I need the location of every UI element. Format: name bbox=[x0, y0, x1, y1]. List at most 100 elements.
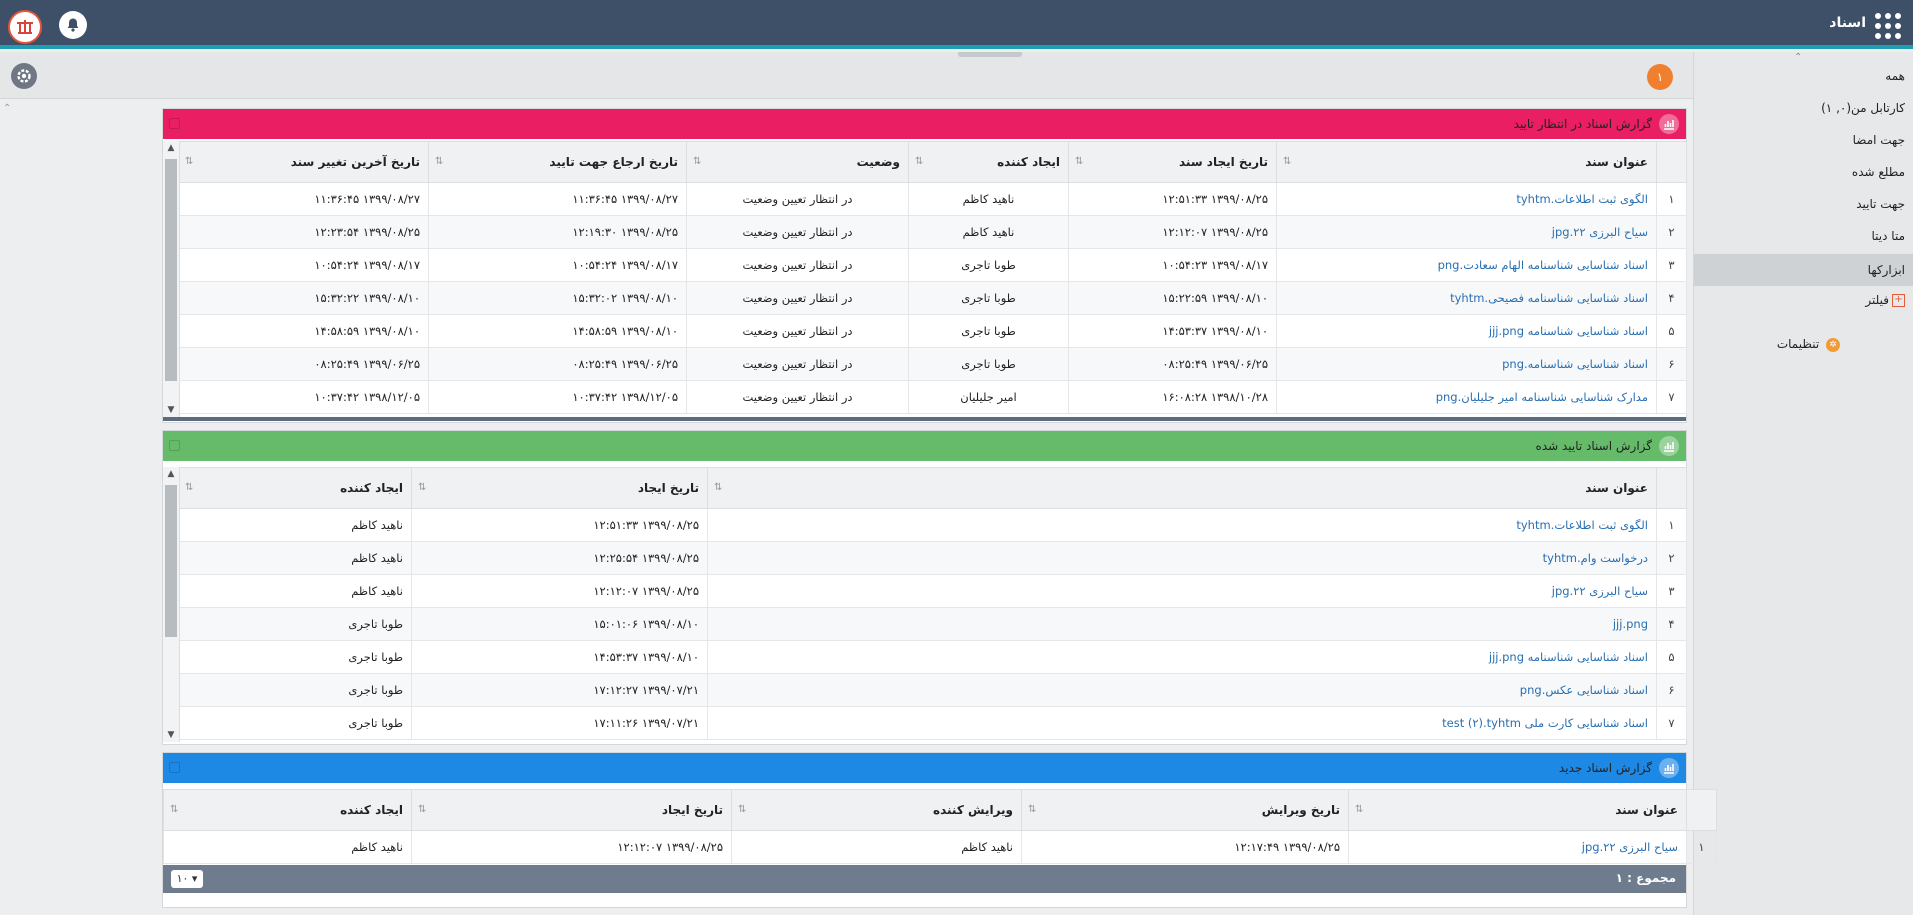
notifications-button[interactable] bbox=[59, 11, 87, 39]
sidebar-settings[interactable]: تنظیمات ✲ bbox=[1777, 337, 1840, 352]
sort-icon[interactable]: ⇅ bbox=[1028, 804, 1037, 815]
table-row[interactable]: ۱ الگوی ثبت اطلاعات.tyhtm ۱۳۹۹/۰۸/۲۵ ۱۲:۵۱… bbox=[178, 508, 1687, 542]
table-cell: ۱۳۹۹/۰۸/۲۵ ۱۲:۲۵:۵۴ bbox=[411, 541, 708, 575]
table-row[interactable]: ۷ مدارک شناسایی شناسنامه امیر جلیلیان.png… bbox=[178, 380, 1687, 414]
document-title-link[interactable]: اسناد شناسایی شناسنامه jjj.png bbox=[707, 640, 1657, 674]
sort-icon[interactable]: ⇅ bbox=[1283, 156, 1292, 167]
row-number: ۳ bbox=[1656, 574, 1687, 608]
table-row[interactable]: ۱ الگوی ثبت اطلاعات.tyhtm ۱۳۹۹/۰۸/۲۵ ۱۲:۵۱… bbox=[178, 182, 1687, 216]
column-header[interactable]: ایجاد کننده ⇅ bbox=[908, 141, 1069, 183]
column-header-label: تاریخ ایجاد سند bbox=[1179, 155, 1268, 169]
document-title-link[interactable]: اسناد شناسایی شناسنامه.png bbox=[1276, 347, 1657, 381]
sort-icon[interactable]: ⇅ bbox=[418, 482, 427, 493]
panel-pending-approval: گزارش اسناد در انتظار تایید عنوان سند ⇅ تا… bbox=[162, 108, 1687, 423]
column-header[interactable]: عنوان سند ⇅ bbox=[1348, 789, 1687, 831]
column-header-label: تاریخ ویرایش bbox=[1261, 803, 1340, 817]
sort-icon[interactable]: ⇅ bbox=[1075, 156, 1084, 167]
document-title-link[interactable]: سیاح البرزی ۲۲.jpg bbox=[1348, 830, 1687, 864]
sort-icon[interactable]: ⇅ bbox=[714, 482, 723, 493]
table-cell: در انتظار تعیین وضعیت bbox=[686, 182, 909, 216]
table-cell: امیر جلیلیان bbox=[908, 380, 1069, 414]
panel-toggle[interactable] bbox=[169, 440, 180, 451]
notification-count-badge[interactable]: ۱ bbox=[1647, 64, 1673, 90]
sort-icon[interactable]: ⇅ bbox=[915, 156, 924, 167]
page-size-select[interactable]: ۱۰ ▾ bbox=[171, 870, 203, 888]
sort-icon[interactable]: ⇅ bbox=[1355, 804, 1364, 815]
scroll-up-icon[interactable]: ▲ bbox=[167, 469, 175, 479]
table-row[interactable]: ۲ سیاح البرزی ۲۲.jpg ۱۳۹۹/۰۸/۲۵ ۱۲:۱۲:۰۷ نا… bbox=[178, 215, 1687, 249]
sidebar-item-all[interactable]: همه bbox=[1885, 69, 1905, 83]
document-title-link[interactable]: الگوی ثبت اطلاعات.tyhtm bbox=[707, 508, 1657, 542]
sidebar-item-widgets[interactable]: ابزارکها bbox=[1694, 254, 1913, 286]
apps-grid-icon[interactable] bbox=[1875, 13, 1901, 39]
document-title-link[interactable]: jjj.png bbox=[707, 607, 1657, 641]
scroll-thumb[interactable] bbox=[165, 159, 177, 381]
table-row[interactable]: ۷ اسناد شناسایی کارت ملی test (۲).tyhtm ۱۳… bbox=[178, 706, 1687, 740]
table-row[interactable]: ۱ سیاح البرزی ۲۲.jpg ۱۳۹۹/۰۸/۲۵ ۱۲:۱۷:۴۹ نا… bbox=[163, 830, 1717, 864]
table-cell: طوبا تاجری bbox=[908, 314, 1069, 348]
collapse-left-icon[interactable]: ⌃ bbox=[3, 103, 12, 114]
column-header[interactable]: ایجاد کننده ⇅ bbox=[163, 789, 412, 831]
scroll-down-icon[interactable]: ▼ bbox=[167, 405, 175, 415]
horizontal-scrollbar[interactable] bbox=[163, 417, 1686, 421]
table-row[interactable]: ۵ اسناد شناسایی شناسنامه jjj.png ۱۳۹۹/۰۸/۱… bbox=[178, 640, 1687, 674]
settings-button[interactable] bbox=[11, 63, 37, 89]
sort-icon[interactable]: ⇅ bbox=[170, 804, 179, 815]
company-logo[interactable] bbox=[8, 10, 42, 44]
column-header[interactable]: تاریخ ویرایش ⇅ bbox=[1021, 789, 1349, 831]
sort-icon[interactable]: ⇅ bbox=[693, 156, 702, 167]
document-title-link[interactable]: اسناد شناسایی شناسنامه فصیحی.tyhtm bbox=[1276, 281, 1657, 315]
column-header[interactable]: ایجاد کننده ⇅ bbox=[178, 467, 412, 509]
column-header[interactable]: تاریخ ایجاد ⇅ bbox=[411, 789, 732, 831]
sidebar-item-for-signature[interactable]: جهت امضا bbox=[1852, 133, 1905, 147]
table-row[interactable]: ۳ سیاح البرزی ۲۲.jpg ۱۳۹۹/۰۸/۲۵ ۱۲:۱۲:۰۷ نا… bbox=[178, 574, 1687, 608]
document-title-link[interactable]: اسناد شناسایی کارت ملی test (۲).tyhtm bbox=[707, 706, 1657, 740]
document-title-link[interactable]: اسناد شناسایی شناسنامه الهام سعادت.png bbox=[1276, 248, 1657, 282]
document-title-link[interactable]: سیاح البرزی ۲۲.jpg bbox=[707, 574, 1657, 608]
document-title-link[interactable]: اسناد شناسایی عکس.png bbox=[707, 673, 1657, 707]
sidebar-collapse-icon[interactable]: ⌃ bbox=[1794, 52, 1803, 63]
scroll-down-icon[interactable]: ▼ bbox=[167, 730, 175, 740]
sidebar-item-my-cartable[interactable]: کارتابل من(۰, ۱) bbox=[1821, 101, 1905, 115]
column-header[interactable]: تاریخ ایجاد ⇅ bbox=[411, 467, 708, 509]
panel-toggle[interactable] bbox=[169, 118, 180, 129]
scroll-up-icon[interactable]: ▲ bbox=[167, 143, 175, 153]
column-header[interactable]: تاریخ آخرین تغییر سند ⇅ bbox=[178, 141, 429, 183]
column-header[interactable]: ویرایش کننده ⇅ bbox=[731, 789, 1022, 831]
sort-icon[interactable]: ⇅ bbox=[738, 804, 747, 815]
sort-icon[interactable]: ⇅ bbox=[185, 156, 194, 167]
document-title-link[interactable]: سیاح البرزی ۲۲.jpg bbox=[1276, 215, 1657, 249]
vertical-scrollbar[interactable]: ▲ ▼ bbox=[163, 467, 180, 742]
table-cell: ۱۳۹۹/۰۸/۲۵ ۱۲:۵۱:۳۳ bbox=[1068, 182, 1277, 216]
table-row[interactable]: ۴ اسناد شناسایی شناسنامه فصیحی.tyhtm ۱۳۹۹/… bbox=[178, 281, 1687, 315]
sidebar-item-filter[interactable]: فیلتر + bbox=[1865, 286, 1905, 314]
table-row[interactable]: ۴ jjj.png ۱۳۹۹/۰۸/۱۰ ۱۵:۰۱:۰۶ طوبا تاجری bbox=[178, 607, 1687, 641]
table-cell: ۱۳۹۹/۰۸/۲۵ ۱۲:۱۲:۰۷ bbox=[1068, 215, 1277, 249]
table-row[interactable]: ۶ اسناد شناسایی شناسنامه.png ۱۳۹۹/۰۶/۲۵ ۰۸… bbox=[178, 347, 1687, 381]
table-row[interactable]: ۵ اسناد شناسایی شناسنامه jjj.png ۱۳۹۹/۰۸/۱… bbox=[178, 314, 1687, 348]
sort-icon[interactable]: ⇅ bbox=[185, 482, 194, 493]
table-row[interactable]: ۲ درخواست وام.tyhtm ۱۳۹۹/۰۸/۲۵ ۱۲:۲۵:۵۴ ناه… bbox=[178, 541, 1687, 575]
document-title-link[interactable]: مدارک شناسایی شناسنامه امیر جلیلیان.png bbox=[1276, 380, 1657, 414]
column-header[interactable]: عنوان سند ⇅ bbox=[707, 467, 1657, 509]
document-title-link[interactable]: اسناد شناسایی شناسنامه jjj.png bbox=[1276, 314, 1657, 348]
panel-approved: گزارش اسناد تایید شده عنوان سند ⇅ تاریخ ای… bbox=[162, 430, 1687, 745]
column-header[interactable]: تاریخ ارجاع جهت تایید ⇅ bbox=[428, 141, 687, 183]
column-header[interactable]: وضعیت ⇅ bbox=[686, 141, 909, 183]
sidebar-item-metadata[interactable]: متا دیتا bbox=[1871, 229, 1905, 243]
column-header[interactable]: عنوان سند ⇅ bbox=[1276, 141, 1657, 183]
table-cell: ۱۳۹۹/۰۶/۲۵ ۰۸:۲۵:۴۹ bbox=[1068, 347, 1277, 381]
resize-handle[interactable] bbox=[958, 52, 1022, 57]
sort-icon[interactable]: ⇅ bbox=[435, 156, 444, 167]
scroll-thumb[interactable] bbox=[165, 485, 177, 637]
document-title-link[interactable]: الگوی ثبت اطلاعات.tyhtm bbox=[1276, 182, 1657, 216]
sort-icon[interactable]: ⇅ bbox=[418, 804, 427, 815]
panel-toggle[interactable] bbox=[169, 762, 180, 773]
sidebar-item-for-approval[interactable]: جهت تایید bbox=[1856, 197, 1905, 211]
table-row[interactable]: ۳ اسناد شناسایی شناسنامه الهام سعادت.png ۱… bbox=[178, 248, 1687, 282]
column-header[interactable]: تاریخ ایجاد سند ⇅ bbox=[1068, 141, 1277, 183]
table-row[interactable]: ۶ اسناد شناسایی عکس.png ۱۳۹۹/۰۷/۲۱ ۱۷:۱۲:۲… bbox=[178, 673, 1687, 707]
vertical-scrollbar[interactable]: ▲ ▼ bbox=[163, 141, 180, 417]
document-title-link[interactable]: درخواست وام.tyhtm bbox=[707, 541, 1657, 575]
sidebar-item-informed[interactable]: مطلع شده bbox=[1851, 165, 1905, 179]
